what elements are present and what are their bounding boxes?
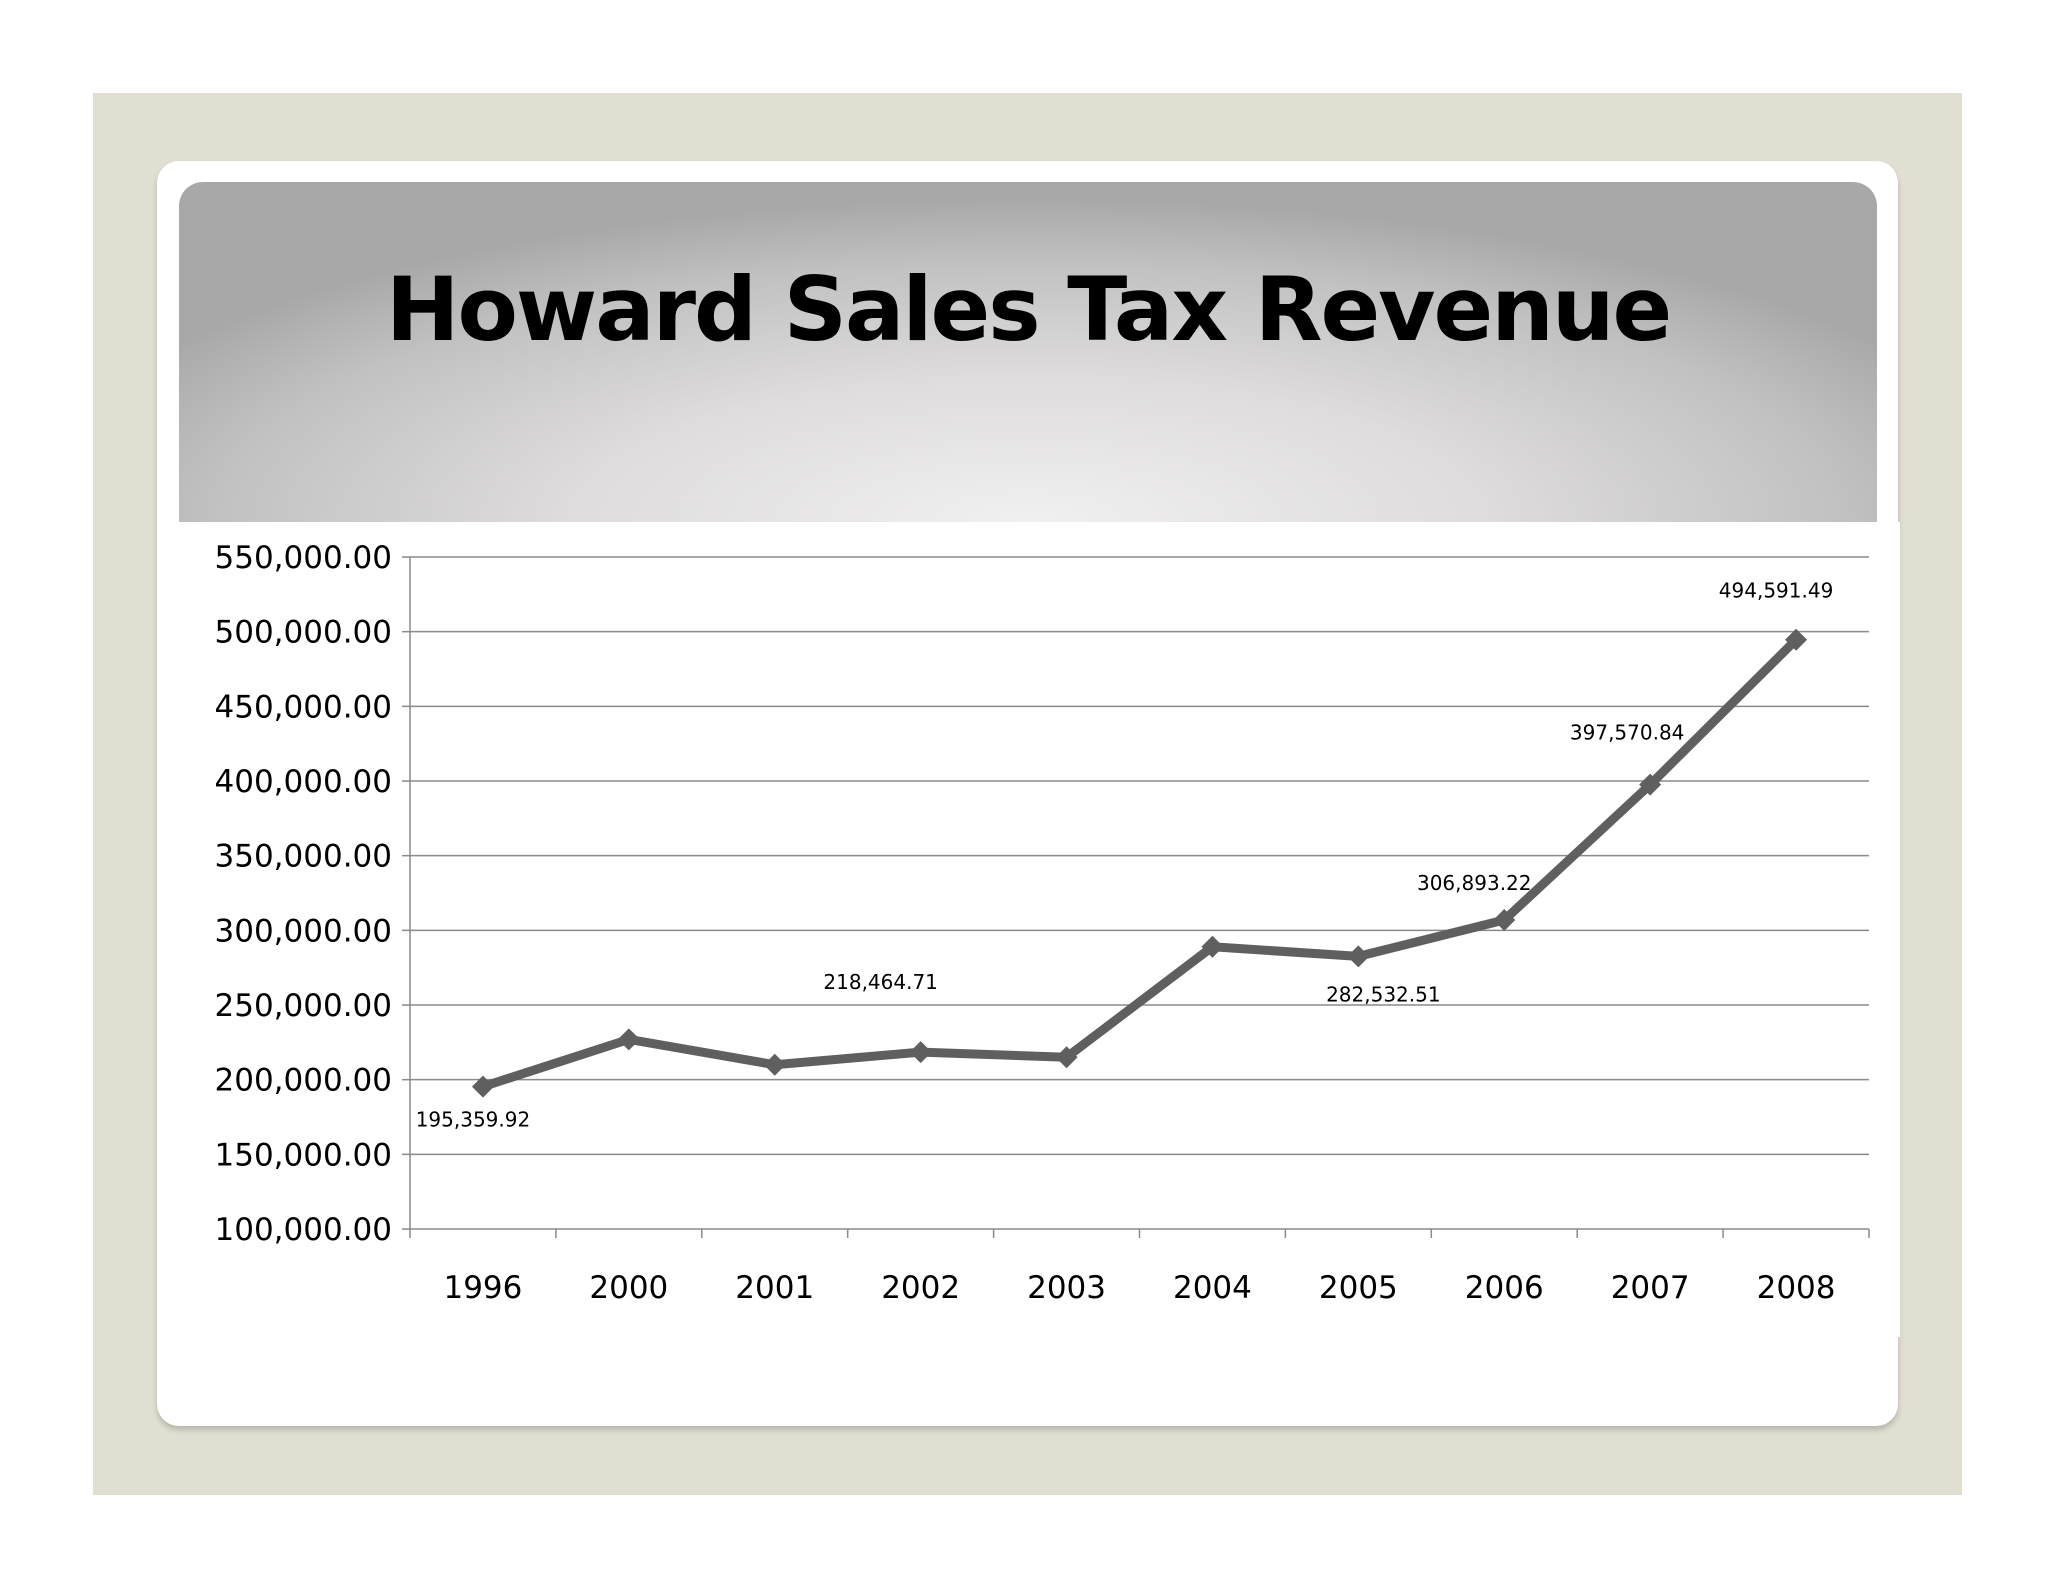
data-point-marker [617,1028,640,1051]
x-tick-label: 2005 [1319,1270,1398,1306]
y-tick-label: 550,000.00 [215,540,393,576]
y-tick-label: 350,000.00 [215,839,393,875]
y-tick-label: 500,000.00 [215,615,393,651]
data-point-marker [1201,935,1224,958]
y-tick-label: 300,000.00 [215,913,393,949]
y-tick-label: 150,000.00 [215,1137,393,1173]
y-tick-label: 100,000.00 [215,1212,393,1248]
x-tick-label: 2007 [1611,1270,1690,1306]
x-tick-label: 2004 [1173,1270,1252,1306]
series-line [478,635,1801,1092]
data-point-marker [471,1075,494,1098]
data-label: 218,464.71 [823,970,938,994]
data-point-marker [1347,945,1370,968]
data-label: 282,532.51 [1326,982,1441,1006]
data-label: 195,359.92 [416,1108,531,1132]
x-tick-label: 2002 [881,1270,960,1306]
line-chart: 100,000.00 150,000.00 200,000.00 250,000.00… [215,540,1870,1306]
x-tick-label: 2003 [1027,1270,1106,1306]
data-label: 306,893.22 [1417,871,1532,895]
data-label: 397,570.84 [1570,721,1685,745]
data-point-marker [909,1041,932,1064]
y-tick-label: 200,000.00 [215,1063,393,1099]
y-tick-label: 250,000.00 [215,988,393,1024]
data-point-marker [1785,628,1808,651]
chart-area: 100,000.00 150,000.00 200,000.00 250,000.00… [179,522,1900,1337]
x-tick-label: 1996 [443,1270,522,1306]
data-label: 494,591.49 [1719,579,1834,603]
data-point-marker [1055,1046,1078,1069]
chart-title: Howard Sales Tax Revenue [385,258,1672,361]
data-point-marker [1639,773,1662,796]
x-tick-label: 2001 [735,1270,814,1306]
data-point-marker [763,1053,786,1076]
y-tick-label: 450,000.00 [215,689,393,725]
x-tick-label: 2008 [1757,1270,1836,1306]
x-tick-label: 2000 [589,1270,668,1306]
y-tick-label: 400,000.00 [215,764,393,800]
x-tick-label: 2006 [1465,1270,1544,1306]
title-banner [179,182,1877,522]
data-point-marker [1493,909,1516,932]
